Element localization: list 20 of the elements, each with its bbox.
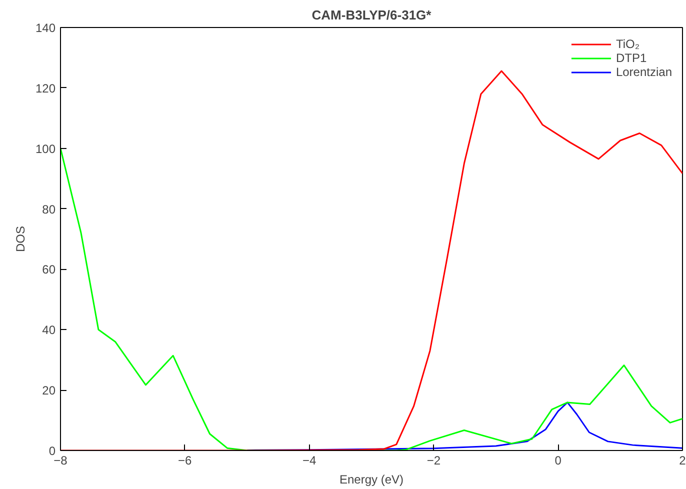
y-tick-label: 80 (42, 202, 56, 216)
y-tick-label: 20 (42, 384, 56, 398)
x-tick-label: −2 (426, 454, 441, 468)
y-tick-label: 60 (42, 262, 56, 277)
y-tick-label: 100 (35, 142, 56, 156)
y-tick-label: 0 (48, 444, 56, 458)
x-tick-label: 2 (679, 454, 686, 468)
legend-label: Lorentzian (616, 65, 672, 79)
y-tick-label: 140 (35, 21, 56, 35)
y-tick-label: 120 (35, 81, 56, 96)
legend-label: TiO₂ (616, 37, 640, 51)
x-tick-label: −8 (54, 454, 68, 468)
x-tick-label: −4 (302, 454, 316, 468)
legend-label: DTP1 (616, 51, 647, 65)
x-tick-label: −6 (178, 454, 192, 468)
y-axis-title: DOS (13, 226, 28, 252)
x-tick-label: 0 (554, 454, 562, 468)
x-axis-title: Energy (eV) (339, 472, 404, 486)
chart-title: CAM-B3LYP/6-31G* (312, 8, 432, 22)
y-tick-label: 40 (42, 323, 56, 338)
